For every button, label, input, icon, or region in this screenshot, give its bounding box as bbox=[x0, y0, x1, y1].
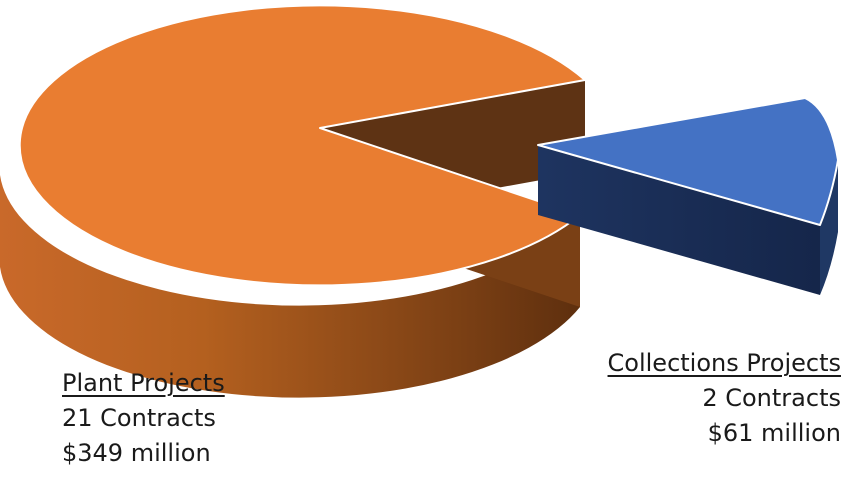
slice-plant-side-wall bbox=[0, 175, 580, 398]
plant-projects-heading: Plant Projects bbox=[62, 369, 225, 397]
collections-projects-contracts: 2 Contracts bbox=[702, 384, 841, 412]
collections-projects-amount: $61 million bbox=[707, 419, 841, 447]
pie-slice-collections-projects bbox=[537, 97, 839, 295]
label-collections-projects: Collections Projects 2 Contracts $61 mil… bbox=[608, 346, 841, 451]
slice-collections-outer-wall bbox=[820, 160, 838, 295]
plant-projects-amount: $349 million bbox=[62, 439, 211, 467]
plant-projects-contracts: 21 Contracts bbox=[62, 404, 216, 432]
slice-plant-top bbox=[18, 4, 586, 287]
collections-projects-heading: Collections Projects bbox=[607, 349, 841, 377]
slice-collections-front-wall bbox=[538, 145, 820, 295]
label-plant-projects: Plant Projects 21 Contracts $349 million bbox=[62, 366, 225, 471]
slice-collections-top bbox=[537, 97, 839, 226]
pie-slice-plant-projects bbox=[0, 4, 586, 398]
